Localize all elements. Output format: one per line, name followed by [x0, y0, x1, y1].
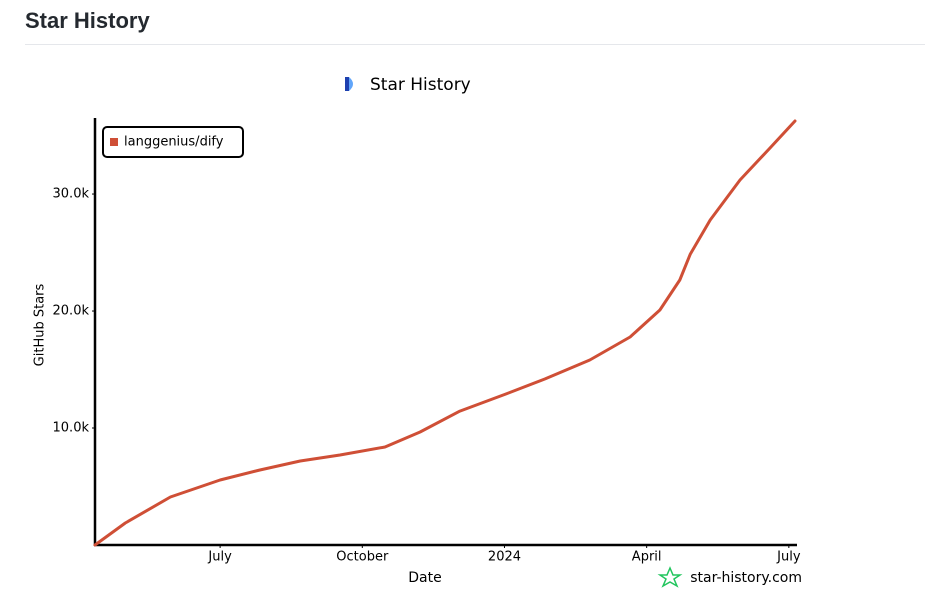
watermark: star-history.com [690, 570, 802, 586]
logo [345, 77, 349, 91]
series-line [93, 119, 797, 547]
chart-title: Star History [370, 75, 471, 95]
watermark-icon [657, 566, 683, 588]
y-tick-label: 10.0k [53, 421, 90, 436]
x-axis-label: Date [408, 570, 441, 586]
y-tick-label: 30.0k [53, 187, 90, 202]
x-tick-label: July [776, 550, 801, 565]
legend-swatch [110, 138, 118, 146]
y-axis-label: GitHub Stars [33, 283, 48, 366]
legend [102, 126, 244, 158]
logo [349, 77, 353, 91]
x-tick-label: October [336, 550, 389, 565]
divider [25, 44, 925, 45]
y-tick-label: 20.0k [53, 304, 90, 319]
legend-label: langgenius/dify [124, 135, 224, 150]
x-tick-label: July [207, 550, 232, 565]
x-tick-label: 2024 [488, 550, 521, 565]
x-tick-label: April [632, 550, 662, 565]
page-title: Star History [25, 8, 150, 33]
